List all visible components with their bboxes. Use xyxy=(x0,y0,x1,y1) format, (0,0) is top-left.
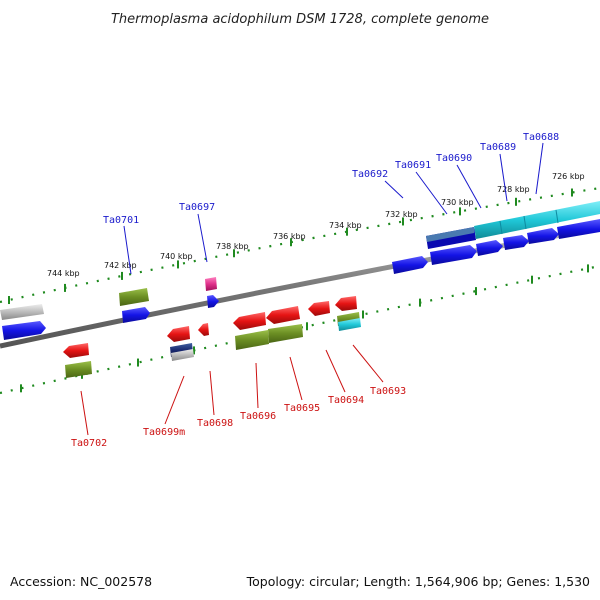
tick-label: 730 kbp xyxy=(441,198,474,207)
gene-label-reverse: Ta0695 xyxy=(284,403,320,414)
forward-gene-labels: Ta0701 Ta0697 Ta0692 Ta0691 Ta0690 Ta068… xyxy=(103,132,559,275)
reverse-gene-arrow xyxy=(198,323,209,336)
gene-label-reverse: Ta0693 xyxy=(370,386,406,397)
gene-label-reverse: Ta0698 xyxy=(197,418,233,429)
leader-line xyxy=(197,213,208,263)
reverse-gene-labels: Ta0702 Ta0699m Ta0698 Ta0696 Ta0695 Ta06… xyxy=(71,344,406,449)
leader-line xyxy=(209,370,215,416)
tick-label: 734 kbp xyxy=(329,221,362,230)
reverse-gene-arrow xyxy=(308,301,330,316)
forward-gene-arrow xyxy=(2,321,46,340)
leader-line xyxy=(499,153,508,202)
reverse-gene-arrow xyxy=(63,343,89,358)
tick-label: 736 kbp xyxy=(273,232,306,241)
tick-label: 726 kbp xyxy=(552,172,585,181)
reverse-gene-arrow xyxy=(167,326,190,342)
tick-label: 738 kbp xyxy=(216,242,249,251)
gene-label-forward: Ta0690 xyxy=(436,153,472,164)
tick-label: 740 kbp xyxy=(160,252,193,261)
reverse-gene-arrow xyxy=(266,306,300,324)
reverse-strand-features xyxy=(63,296,361,378)
forward-gene-rrna xyxy=(474,201,600,239)
gene-label-forward: Ta0691 xyxy=(395,160,431,171)
tick-label: 732 kbp xyxy=(385,210,418,219)
gene-label-forward: Ta0697 xyxy=(179,202,215,213)
major-ticks xyxy=(8,188,589,393)
gene-label-reverse: Ta0694 xyxy=(328,395,364,406)
gene-label-reverse: Ta0702 xyxy=(71,438,107,449)
gene-label-reverse: Ta0696 xyxy=(240,411,276,422)
rrna-divider xyxy=(523,215,527,230)
leader-line xyxy=(123,225,132,275)
forward-gene-arrow xyxy=(527,228,559,244)
genome-summary: Topology: circular; Length: 1,564,906 bp… xyxy=(246,574,590,589)
tick-label: 744 kbp xyxy=(47,269,80,278)
leader-line xyxy=(80,390,89,436)
map-title: Thermoplasma acidophilum DSM 1728, compl… xyxy=(111,12,489,27)
reverse-gene-pseudo xyxy=(171,349,194,361)
leader-line xyxy=(325,349,346,393)
reverse-gene-bar xyxy=(268,324,303,343)
forward-strand-features xyxy=(0,201,600,340)
rrna-divider xyxy=(499,220,503,235)
forward-gene-arrow xyxy=(503,235,529,250)
leader-line xyxy=(164,375,185,425)
forward-gene-rrna xyxy=(426,227,474,242)
leader-line xyxy=(415,171,448,215)
forward-gene-misc xyxy=(205,277,217,291)
forward-gene-arrow xyxy=(476,240,503,256)
leader-line xyxy=(456,164,482,209)
gene-label-reverse: Ta0699m xyxy=(143,427,185,438)
reverse-gene-bar xyxy=(65,361,92,378)
gene-label-forward: Ta0701 xyxy=(103,215,139,226)
leader-line xyxy=(384,180,404,199)
reverse-gene-rrna xyxy=(338,318,361,331)
forward-gene-arrow xyxy=(557,219,600,239)
forward-gene-pseudo xyxy=(0,304,44,320)
leader-line xyxy=(255,362,259,409)
gene-label-forward: Ta0692 xyxy=(352,169,388,180)
tick-label: 742 kbp xyxy=(104,261,137,270)
leader-line xyxy=(289,356,303,401)
gene-label-forward: Ta0688 xyxy=(523,132,559,143)
rrna-divider xyxy=(555,209,559,224)
forward-gene-arrow xyxy=(207,295,219,308)
reverse-gene-arrow xyxy=(335,296,357,311)
gene-label-forward: Ta0689 xyxy=(480,142,516,153)
forward-gene-arrow xyxy=(392,256,428,274)
forward-gene-arrow xyxy=(122,307,150,323)
leader-line xyxy=(535,142,544,195)
forward-gene-arrow xyxy=(430,245,477,265)
reverse-gene-bar xyxy=(235,330,269,350)
leader-line xyxy=(352,344,384,383)
scale-labels: 744 kbp 742 kbp 740 kbp 738 kbp 736 kbp … xyxy=(47,172,585,278)
forward-gene-bar xyxy=(119,288,149,306)
accession-label: Accession: NC_002578 xyxy=(10,574,153,589)
reverse-gene-arrow xyxy=(233,312,266,330)
tick-label: 728 kbp xyxy=(497,185,530,194)
